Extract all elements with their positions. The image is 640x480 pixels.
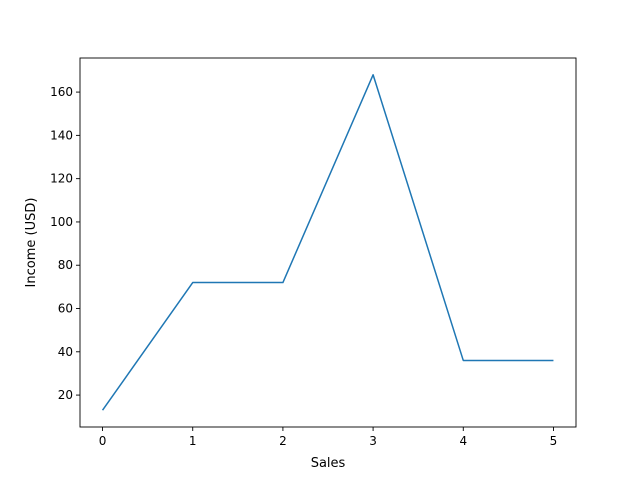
y-tick-label: 120 xyxy=(50,172,73,186)
x-tick-label: 3 xyxy=(369,434,377,448)
y-axis: 20 40 60 80 100 120 140 160 xyxy=(50,85,80,402)
x-tick-label: 5 xyxy=(550,434,558,448)
x-axis: 0 1 2 3 4 5 xyxy=(99,427,558,448)
y-tick-label: 80 xyxy=(58,258,73,272)
y-tick-label: 20 xyxy=(58,388,73,402)
y-tick-label: 40 xyxy=(58,345,73,359)
x-tick-label: 0 xyxy=(99,434,107,448)
series-line-0 xyxy=(101,74,554,411)
y-tick-label: 160 xyxy=(50,85,73,99)
y-tick-label: 100 xyxy=(50,215,73,229)
plot-frame xyxy=(79,57,577,428)
x-tick-label: 4 xyxy=(459,434,467,448)
y-tick-label: 140 xyxy=(50,128,73,142)
x-axis-label: Sales xyxy=(311,456,346,471)
y-tick-label: 60 xyxy=(58,302,73,316)
plot-area xyxy=(79,57,577,428)
x-tick-label: 1 xyxy=(189,434,197,448)
x-tick-label: 2 xyxy=(279,434,287,448)
y-axis-label: Income (USD) xyxy=(24,198,39,288)
